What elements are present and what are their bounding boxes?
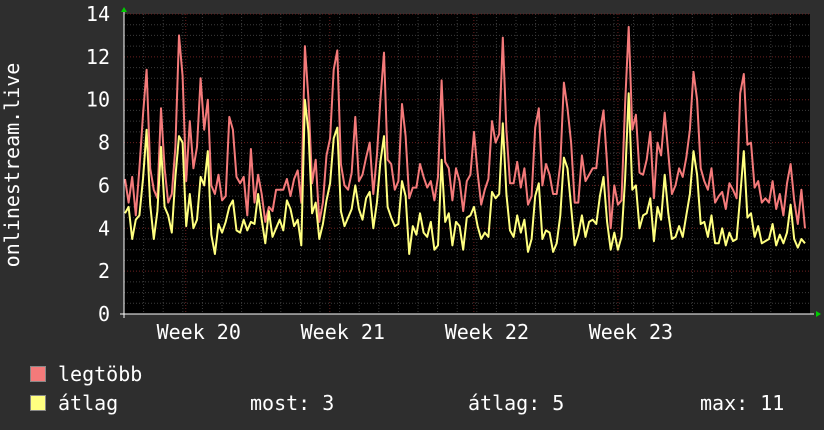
y-tick-label: 10 [86, 88, 110, 112]
legend-label-avg: átlag [58, 391, 119, 415]
y-axis-label: onlinestream.live [0, 63, 24, 268]
legend-swatch-max [30, 366, 46, 382]
stat-average: átlag: 5 [468, 391, 565, 415]
x-tick-label: Week 22 [445, 320, 529, 344]
y-axis-arrow-icon [121, 7, 127, 12]
series-layer [124, 25, 806, 255]
series-line-legtobb [124, 25, 806, 230]
y-tick-label: 14 [86, 2, 110, 26]
y-tick-label: 0 [98, 302, 110, 326]
tick-labels: 0 2 4 6 8 10 12 14 Week 20 Week 21 Week 22 Week 23 [86, 2, 673, 344]
x-tick-label: Week 21 [301, 320, 385, 344]
series-line-atlag [124, 92, 806, 255]
y-tick-label: 6 [98, 173, 110, 197]
y-tick-label: 2 [98, 259, 110, 283]
y-tick-label: 8 [98, 131, 110, 155]
y-tick-label: 4 [98, 216, 110, 240]
stat-now: most: 3 [250, 391, 335, 415]
x-tick-label: Week 23 [589, 320, 673, 344]
y-tick-label: 12 [86, 45, 110, 69]
axes [120, 7, 821, 318]
x-axis-arrow-icon [816, 311, 821, 317]
stat-max: max: 11 [700, 391, 785, 415]
legend-label-max: legtöbb [58, 362, 143, 386]
x-tick-label: Week 20 [157, 320, 241, 344]
grid [124, 13, 810, 314]
legend-swatch-avg [30, 395, 46, 411]
